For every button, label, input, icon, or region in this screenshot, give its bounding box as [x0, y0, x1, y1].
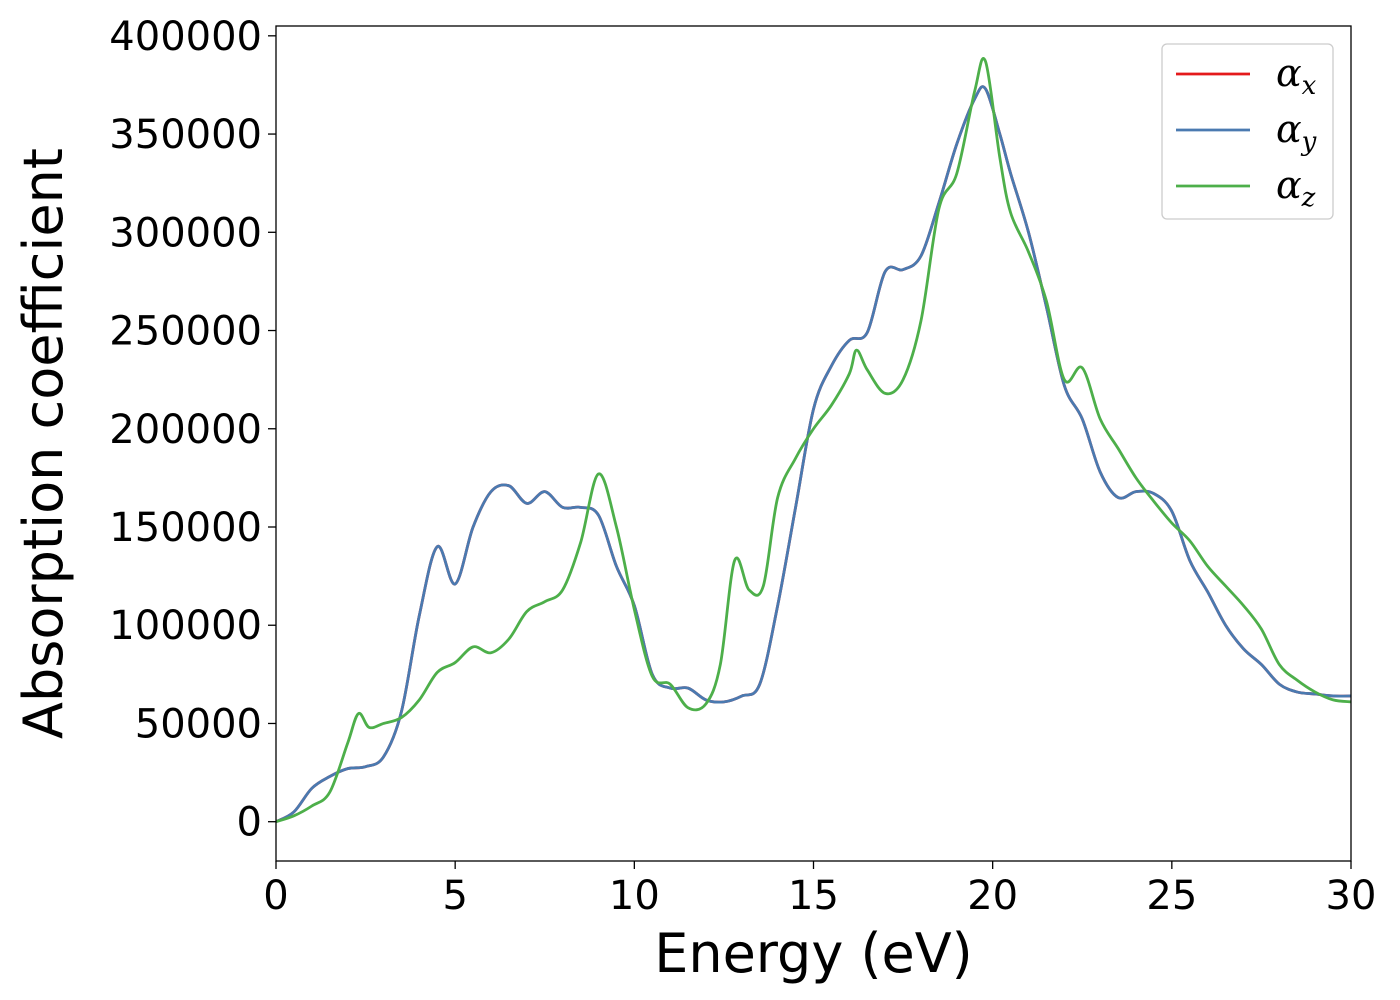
x-tick-label: 25 [1146, 873, 1197, 919]
y-tick-label: 300000 [109, 210, 262, 256]
y-tick-label: 400000 [109, 14, 262, 60]
x-tick-label: 30 [1326, 873, 1377, 919]
legend-label-y: αy [1276, 107, 1317, 157]
y-tick-label: 50000 [135, 701, 262, 747]
y-tick-label: 150000 [109, 505, 262, 551]
legend-label-x: αx [1276, 51, 1317, 101]
y-tick-label: 200000 [109, 407, 262, 453]
y-tick-label: 0 [237, 800, 262, 846]
series-lines [276, 57, 1351, 824]
x-tick-label: 15 [788, 873, 839, 919]
x-tick-label: 0 [263, 873, 288, 919]
x-axis-ticks: 0 5 10 15 20 25 30 [263, 861, 1376, 919]
y-tick-label: 250000 [109, 309, 262, 355]
y-axis-title: Absorption coefficient [12, 148, 75, 739]
x-tick-label: 20 [967, 873, 1018, 919]
x-tick-label: 10 [609, 873, 660, 919]
y-tick-label: 350000 [109, 112, 262, 158]
series-line-y [276, 85, 1351, 824]
legend: αx αy αz [1161, 43, 1334, 220]
legend-label-z: αz [1276, 163, 1316, 213]
y-tick-label: 100000 [109, 603, 262, 649]
legend-box [1161, 43, 1334, 220]
y-axis-ticks: 0 50000 100000 150000 200000 250000 300000 3500… [109, 14, 276, 846]
series-line-z [276, 57, 1351, 824]
x-tick-label: 5 [442, 873, 467, 919]
x-axis-title: Energy (eV) [654, 922, 973, 985]
